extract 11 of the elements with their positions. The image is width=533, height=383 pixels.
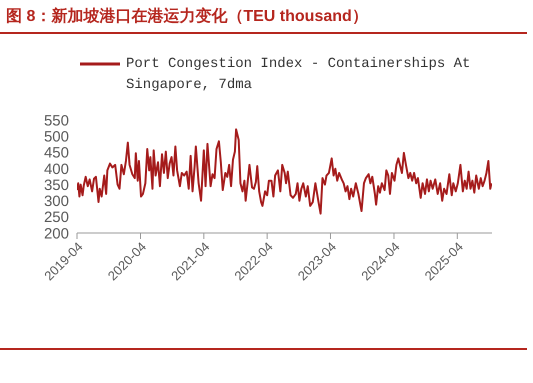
y-tick-label: 350 — [44, 176, 69, 194]
y-tick-label: 450 — [44, 144, 69, 162]
y-tick-label: 250 — [44, 209, 69, 226]
legend-label: Port Congestion Index - Containerships At Singapore, 7dma — [126, 55, 472, 95]
y-tick-label: 550 — [44, 112, 69, 130]
line-series — [77, 128, 492, 215]
y-tick-label: 400 — [44, 160, 69, 178]
y-tick-label: 500 — [44, 128, 69, 146]
y-tick-label: 300 — [44, 193, 69, 210]
chart-title: 图 8：新加坡港口在港运力变化（TEU thousand） — [6, 6, 368, 27]
y-tick-label: 200 — [44, 225, 69, 242]
